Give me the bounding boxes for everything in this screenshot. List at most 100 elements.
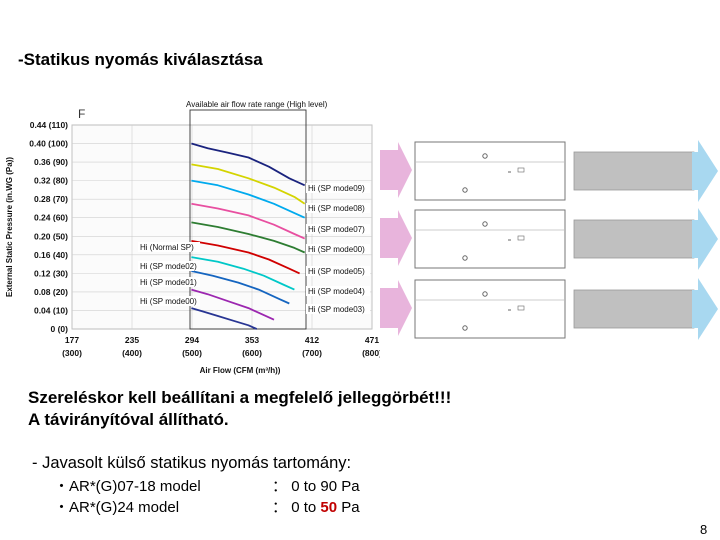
y-tick-label: 0.20 (50) bbox=[34, 231, 68, 241]
indoor-unit-body bbox=[414, 279, 566, 339]
x-tick-label: 177 bbox=[65, 335, 79, 345]
x-tick-label-metric: (400) bbox=[122, 348, 142, 358]
model-row: ・AR*(G)24 model ： 0 to 50 Pa bbox=[54, 496, 360, 517]
duct-section bbox=[573, 151, 695, 191]
x-tick-label-metric: (300) bbox=[62, 348, 82, 358]
series-line bbox=[191, 142, 306, 187]
series-line bbox=[191, 240, 300, 275]
curve-label-bg bbox=[306, 266, 370, 276]
curve-label-right: Hi (SP mode03) bbox=[308, 305, 365, 314]
model-name: ・AR*(G)07-18 model bbox=[54, 478, 201, 495]
unit-detail-circle bbox=[482, 221, 488, 227]
chart-grid bbox=[71, 124, 373, 330]
y-tick-label: 0.36 (90) bbox=[34, 157, 68, 167]
curve-label-bg bbox=[138, 261, 200, 271]
page-number: 8 bbox=[700, 522, 708, 537]
duct-unit-illustration bbox=[380, 208, 718, 270]
curve-label-right: Hi (SP mode05) bbox=[308, 267, 365, 276]
unit-detail-square bbox=[517, 235, 525, 241]
range-max: 90 bbox=[320, 478, 338, 495]
static-pressure-chart: 0.44 (110) 0.40 (100) 0.36 (90) 0.32 (80) 0.… bbox=[5, 100, 380, 375]
y-tick-label: 0.32 (80) bbox=[34, 176, 68, 186]
y-tick-label: 0.04 (10) bbox=[34, 305, 68, 315]
intake-arrow bbox=[380, 142, 412, 198]
unit-detail-circle bbox=[482, 153, 488, 159]
curve-labels: Hi (SP mode09) Hi (SP mode08) Hi (SP mode0… bbox=[138, 183, 370, 314]
curve-label-bg bbox=[306, 304, 370, 314]
y-axis-label: External Static Pressure (in.WG (Pa)) bbox=[5, 157, 14, 297]
curve-label-bg bbox=[306, 224, 370, 234]
statement-line-1: Szereléskor kell beállítani a megfelelő … bbox=[28, 388, 452, 407]
y-tick-label: 0.12 (30) bbox=[34, 268, 68, 278]
model-row: ・AR*(G)07-18 model ： 0 to 90 Pa bbox=[54, 475, 360, 496]
curve-label-bg bbox=[306, 286, 370, 296]
y-tick-label: 0.40 (100) bbox=[29, 139, 68, 149]
x-tick-label-metric: (500) bbox=[182, 348, 202, 358]
curve-label-bg bbox=[138, 277, 200, 287]
curve-label-left: Hi (SP mode01) bbox=[140, 278, 197, 287]
unit-detail-square bbox=[517, 305, 525, 311]
unit-illustrations bbox=[380, 140, 718, 340]
y-tick-label: 0.08 (20) bbox=[34, 287, 68, 297]
curve-label-left: Hi (Normal SP) bbox=[140, 243, 194, 252]
y-tick-label: 0.24 (60) bbox=[34, 213, 68, 223]
y-tick-label: 0.28 (70) bbox=[34, 194, 68, 204]
series-line bbox=[191, 221, 306, 254]
unit-detail-circle bbox=[462, 255, 468, 261]
duct-section bbox=[573, 289, 695, 329]
model-name: ・AR*(G)24 model bbox=[54, 499, 180, 516]
x-tick-label: 294 bbox=[185, 335, 199, 345]
unit-detail-circle bbox=[462, 187, 468, 193]
unit-detail-square bbox=[517, 167, 525, 173]
curve-label-right: Hi (SP mode07) bbox=[308, 225, 365, 234]
statement-line-2: A távirányítóval állítható. bbox=[28, 410, 229, 429]
series-line bbox=[191, 202, 306, 240]
duct-unit-illustration bbox=[380, 140, 718, 202]
chart-series bbox=[191, 142, 306, 330]
series-line bbox=[191, 256, 295, 291]
outlet-arrow bbox=[692, 208, 718, 270]
y-tick-label: 0.44 (110) bbox=[30, 120, 68, 130]
y-tick-label: 0.16 (40) bbox=[34, 250, 68, 260]
chart-header-note: Available air flow rate range (High leve… bbox=[186, 100, 328, 109]
range-value: ： 0 to 90 Pa bbox=[272, 478, 360, 495]
x-tick-label-metric: (600) bbox=[242, 348, 262, 358]
curve-label-bg bbox=[306, 203, 370, 213]
x-tick-label: 235 bbox=[125, 335, 139, 345]
curve-label-right: Hi (SP mode04) bbox=[308, 287, 365, 296]
x-tick-label: 412 bbox=[305, 335, 319, 345]
x-tick-label-metric: (700) bbox=[302, 348, 322, 358]
page-title: -Statikus nyomás kiválasztása bbox=[18, 50, 263, 69]
x-tick-label: 471 bbox=[365, 335, 379, 345]
x-tick-label-metric: (800) bbox=[362, 348, 380, 358]
y-tick-labels: 0.44 (110) 0.40 (100) 0.36 (90) 0.32 (80) 0.… bbox=[29, 120, 68, 334]
x-tick-label: 353 bbox=[245, 335, 259, 345]
series-line bbox=[191, 179, 306, 219]
curve-label-bg bbox=[138, 242, 200, 252]
duct-section bbox=[573, 219, 695, 259]
intake-arrow bbox=[380, 210, 412, 266]
curve-label-right: Hi (SP mode08) bbox=[308, 204, 365, 213]
range-max-highlight: 50 bbox=[320, 499, 338, 516]
intake-arrow bbox=[380, 280, 412, 336]
series-line bbox=[191, 307, 258, 330]
indoor-unit-body bbox=[414, 141, 566, 201]
curve-label-bg bbox=[138, 296, 200, 306]
series-line bbox=[191, 270, 290, 305]
x-axis-label: Air Flow (CFM (m³/h)) bbox=[200, 366, 281, 375]
unit-detail-circle bbox=[482, 291, 488, 297]
series-line bbox=[191, 163, 306, 205]
curve-label-left: Hi (SP mode00) bbox=[140, 297, 197, 306]
x-tick-labels: 177 (300) 235 (400) 294 (500) 353 (600) 412 (700)… bbox=[62, 335, 380, 358]
chart-corner-label: F bbox=[78, 107, 85, 121]
curve-label-right: Hi (SP mode09) bbox=[308, 184, 365, 193]
recommend-heading: - Javasolt külső statikus nyomás tartomá… bbox=[32, 454, 352, 472]
series-line bbox=[191, 288, 275, 321]
curve-label-bg bbox=[306, 244, 370, 254]
outlet-arrow bbox=[692, 278, 718, 340]
indoor-unit-body bbox=[414, 209, 566, 269]
outlet-arrow bbox=[692, 140, 718, 202]
available-range-box bbox=[189, 109, 307, 330]
y-tick-label: 0 (0) bbox=[51, 324, 69, 334]
unit-detail-circle bbox=[462, 325, 468, 331]
